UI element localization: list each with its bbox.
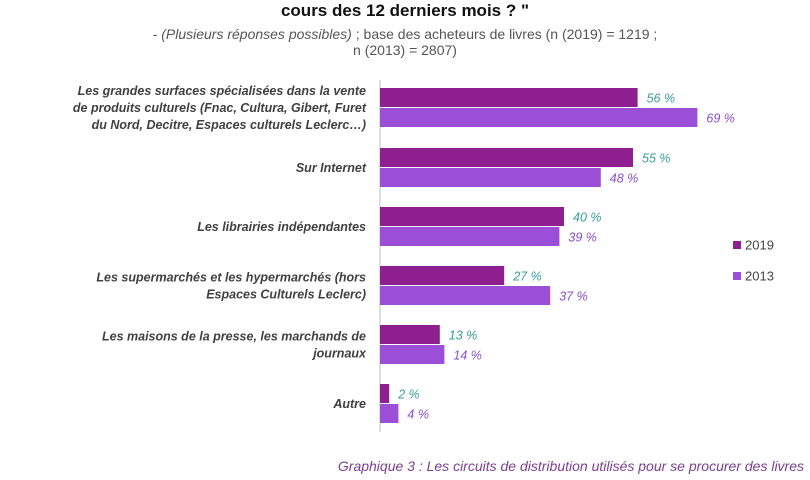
category-label-0-2: du Nord, Decitre, Espaces culturels Lecl… [92, 118, 366, 132]
bar-2019-3 [380, 266, 505, 285]
category-label-3-1: Espaces Culturels Leclerc) [206, 288, 366, 302]
chart-caption: Graphique 3 : Les circuits de distributi… [337, 458, 804, 474]
category-label-2-0: Les librairies indépendantes [197, 220, 366, 234]
bar-2019-4 [380, 325, 440, 344]
data-label-2013-5: 4 % [407, 408, 429, 422]
category-label-1-0: Sur Internet [296, 161, 367, 175]
subtitle-base-line1: ; base des acheteurs de livres (n (2019)… [351, 26, 658, 42]
data-label-2013-3: 37 % [559, 290, 588, 304]
data-label-2019-0: 56 % [647, 92, 676, 106]
category-label-4-0: Les maisons de la presse, les marchands … [102, 330, 366, 344]
bar-2019-0 [380, 88, 638, 107]
data-label-2013-1: 48 % [610, 172, 639, 186]
data-label-2013-4: 14 % [453, 349, 482, 363]
bar-2019-2 [380, 207, 564, 226]
subtitle-note: - (Plusieurs réponses possibles) [152, 26, 352, 42]
data-label-2019-5: 2 % [397, 388, 420, 402]
bar-2013-0 [380, 108, 698, 127]
legend-label-2013: 2013 [745, 269, 774, 284]
legend-swatch-2013 [733, 272, 741, 280]
legend-label-2019: 2019 [745, 238, 774, 253]
legend-swatch-2019 [733, 241, 741, 249]
data-label-2019-4: 13 % [449, 329, 478, 343]
chart-subtitle: - (Plusieurs réponses possibles) ; base … [0, 26, 810, 58]
bar-2019-1 [380, 148, 633, 167]
bar-2013-2 [380, 227, 560, 246]
data-label-2013-0: 69 % [706, 112, 735, 126]
bar-2013-1 [380, 168, 601, 187]
data-label-2019-2: 40 % [573, 211, 602, 225]
data-label-2019-3: 27 % [512, 270, 542, 284]
bar-2013-3 [380, 286, 551, 305]
subtitle-base-line2: n (2013) = 2807) [353, 42, 457, 58]
category-label-3-0: Les supermarchés et les hypermarchés (ho… [96, 271, 366, 285]
bar-2013-4 [380, 345, 445, 364]
data-label-2013-2: 39 % [568, 231, 597, 245]
category-label-0-1: de produits culturels (Fnac, Cultura, Gi… [73, 101, 367, 115]
chart-title: cours des 12 derniers mois ? " [280, 1, 530, 20]
data-label-2019-1: 55 % [642, 152, 671, 166]
category-label-5-0: Autre [332, 397, 366, 411]
bar-2019-5 [380, 384, 390, 403]
bar-2013-5 [380, 404, 399, 423]
category-label-0-0: Les grandes surfaces spécialisées dans l… [78, 84, 366, 98]
category-label-4-1: journaux [311, 347, 367, 361]
